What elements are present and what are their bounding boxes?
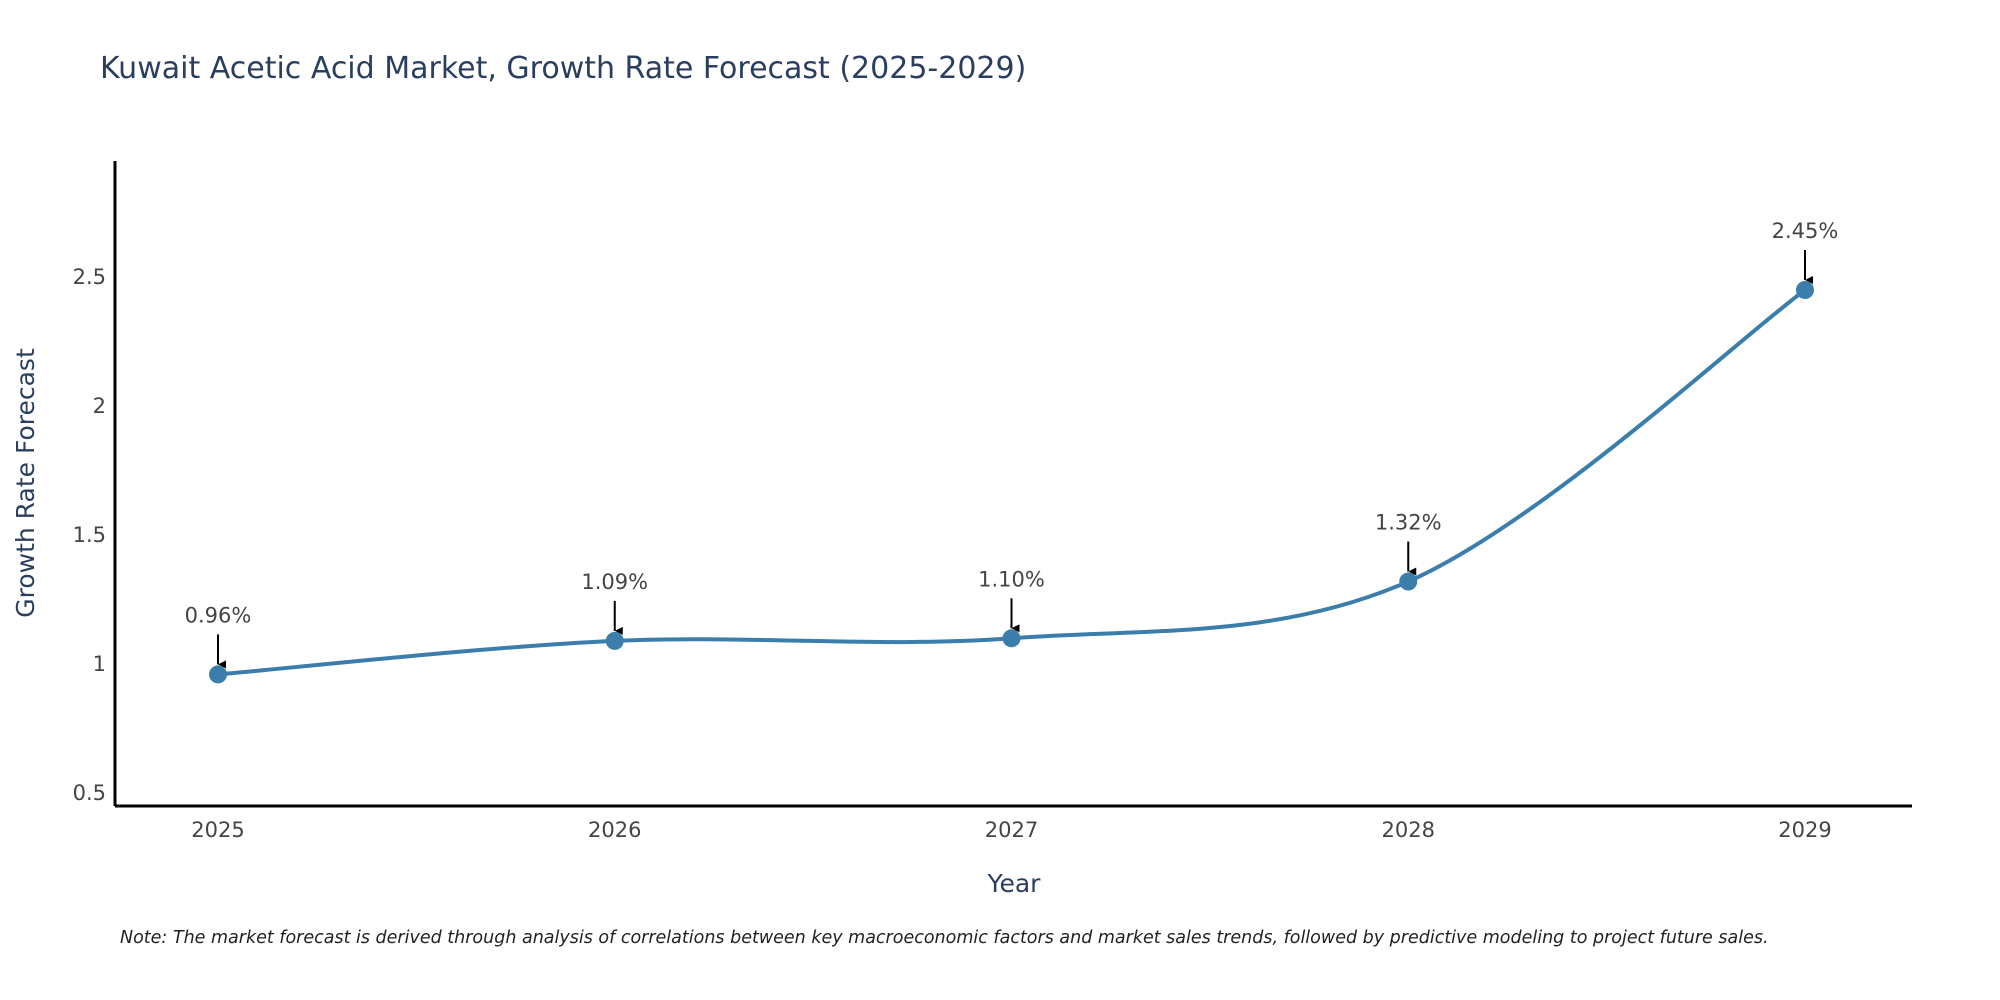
series-line bbox=[217, 288, 1807, 677]
data-label: 1.09% bbox=[581, 570, 648, 594]
y-tick-label: 2 bbox=[93, 394, 106, 418]
data-label: 1.32% bbox=[1375, 511, 1442, 535]
x-tick-label: 2025 bbox=[191, 818, 244, 842]
data-point[interactable] bbox=[1002, 629, 1021, 648]
chart-title: Kuwait Acetic Acid Market, Growth Rate F… bbox=[100, 51, 1026, 86]
x-axis-title: Year bbox=[987, 869, 1042, 898]
y-tick-label: 0.5 bbox=[73, 781, 106, 805]
y-tick-label: 1.5 bbox=[73, 523, 106, 547]
x-axis-ticks: 2025 2026 2027 2028 2029 bbox=[191, 818, 1831, 842]
y-axis-title: Growth Rate Forecast bbox=[11, 348, 40, 618]
footnote: Note: The market forecast is derived thr… bbox=[120, 928, 1769, 948]
data-point[interactable] bbox=[1399, 572, 1418, 591]
y-tick-label: 2.5 bbox=[73, 265, 106, 289]
x-tick-label: 2029 bbox=[1778, 818, 1831, 842]
data-point[interactable] bbox=[209, 665, 227, 684]
data-label: 1.10% bbox=[978, 567, 1045, 591]
data-point[interactable] bbox=[605, 631, 624, 650]
y-tick-label: 1 bbox=[93, 652, 106, 676]
y-axis-ticks: 0.5 1 1.5 2 2.5 bbox=[73, 265, 106, 805]
x-tick-label: 2027 bbox=[985, 818, 1038, 842]
data-label: 2.45% bbox=[1772, 219, 1839, 243]
plot-area: 0.96% 1.09% 1.10% 1.32% 2.45% bbox=[185, 219, 1839, 684]
x-tick-label: 2028 bbox=[1382, 818, 1435, 842]
data-point[interactable] bbox=[1796, 281, 1814, 299]
x-tick-label: 2026 bbox=[588, 818, 641, 842]
data-label: 0.96% bbox=[185, 603, 252, 627]
